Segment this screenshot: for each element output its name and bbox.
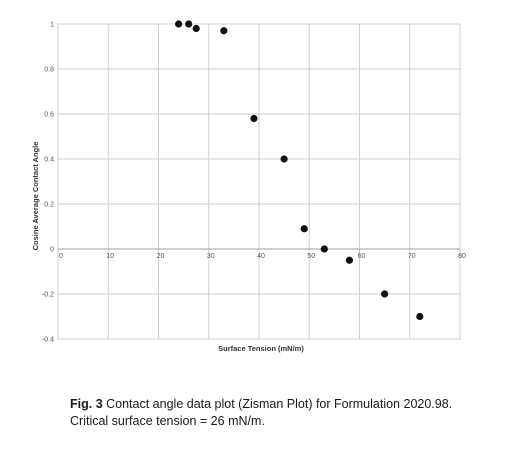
x-tick-labels: 0 10 20 30 40 50 60 70 80 [59,253,466,260]
y-tick-labels: 1 0.8 0.6 0.4 0.2 0 -0.2 -0.4 [42,22,54,344]
x-tick-label: 20 [157,253,165,260]
data-point [220,27,228,35]
data-point [280,155,288,163]
x-tick-label: 60 [358,253,366,260]
y-tick-label: -0.4 [42,337,54,344]
caption-label: Fig. 3 [70,397,103,411]
x-tick-label: 80 [458,253,466,260]
y-tick-label: 0 [50,247,54,254]
x-tick-label: 40 [257,253,265,260]
y-tick-label: 0.8 [44,67,54,74]
caption-line-1: Contact angle data plot (Zisman Plot) fo… [102,397,453,411]
x-tick-label: 10 [106,253,114,260]
data-point [320,245,328,253]
data-point [185,20,193,28]
x-tick-label: 30 [207,253,215,260]
x-tick-label: 70 [408,253,416,260]
x-tick-label: 0 [59,253,63,260]
data-point [381,290,389,298]
zisman-plot: 0 10 20 30 40 50 60 70 80 1 0.8 0.6 0.4 0.2 0 -0.2 -0.4… [31,20,466,353]
data-point [175,20,183,28]
data-point [250,114,258,123]
figure-caption: Fig. 3 Contact angle data plot (Zisman P… [70,396,500,430]
data-point [192,24,200,33]
grid [57,23,461,340]
data-points [175,20,424,321]
x-tick-label: 50 [307,253,315,260]
x-axis-title: Surface Tension (mN/m) [218,344,304,353]
y-tick-label: 1 [50,22,54,29]
y-tick-label: 0.4 [44,157,54,164]
y-tick-label: -0.2 [42,292,54,299]
data-point [300,225,308,233]
y-tick-label: 0.2 [44,202,54,209]
y-tick-label: 0.6 [44,112,54,119]
y-axis-title: Cosine Average Contact Angle [31,142,40,251]
caption-line-2: Critical surface tension = 26 mN/m. [70,414,265,428]
data-point [345,256,354,264]
data-point [416,312,424,321]
